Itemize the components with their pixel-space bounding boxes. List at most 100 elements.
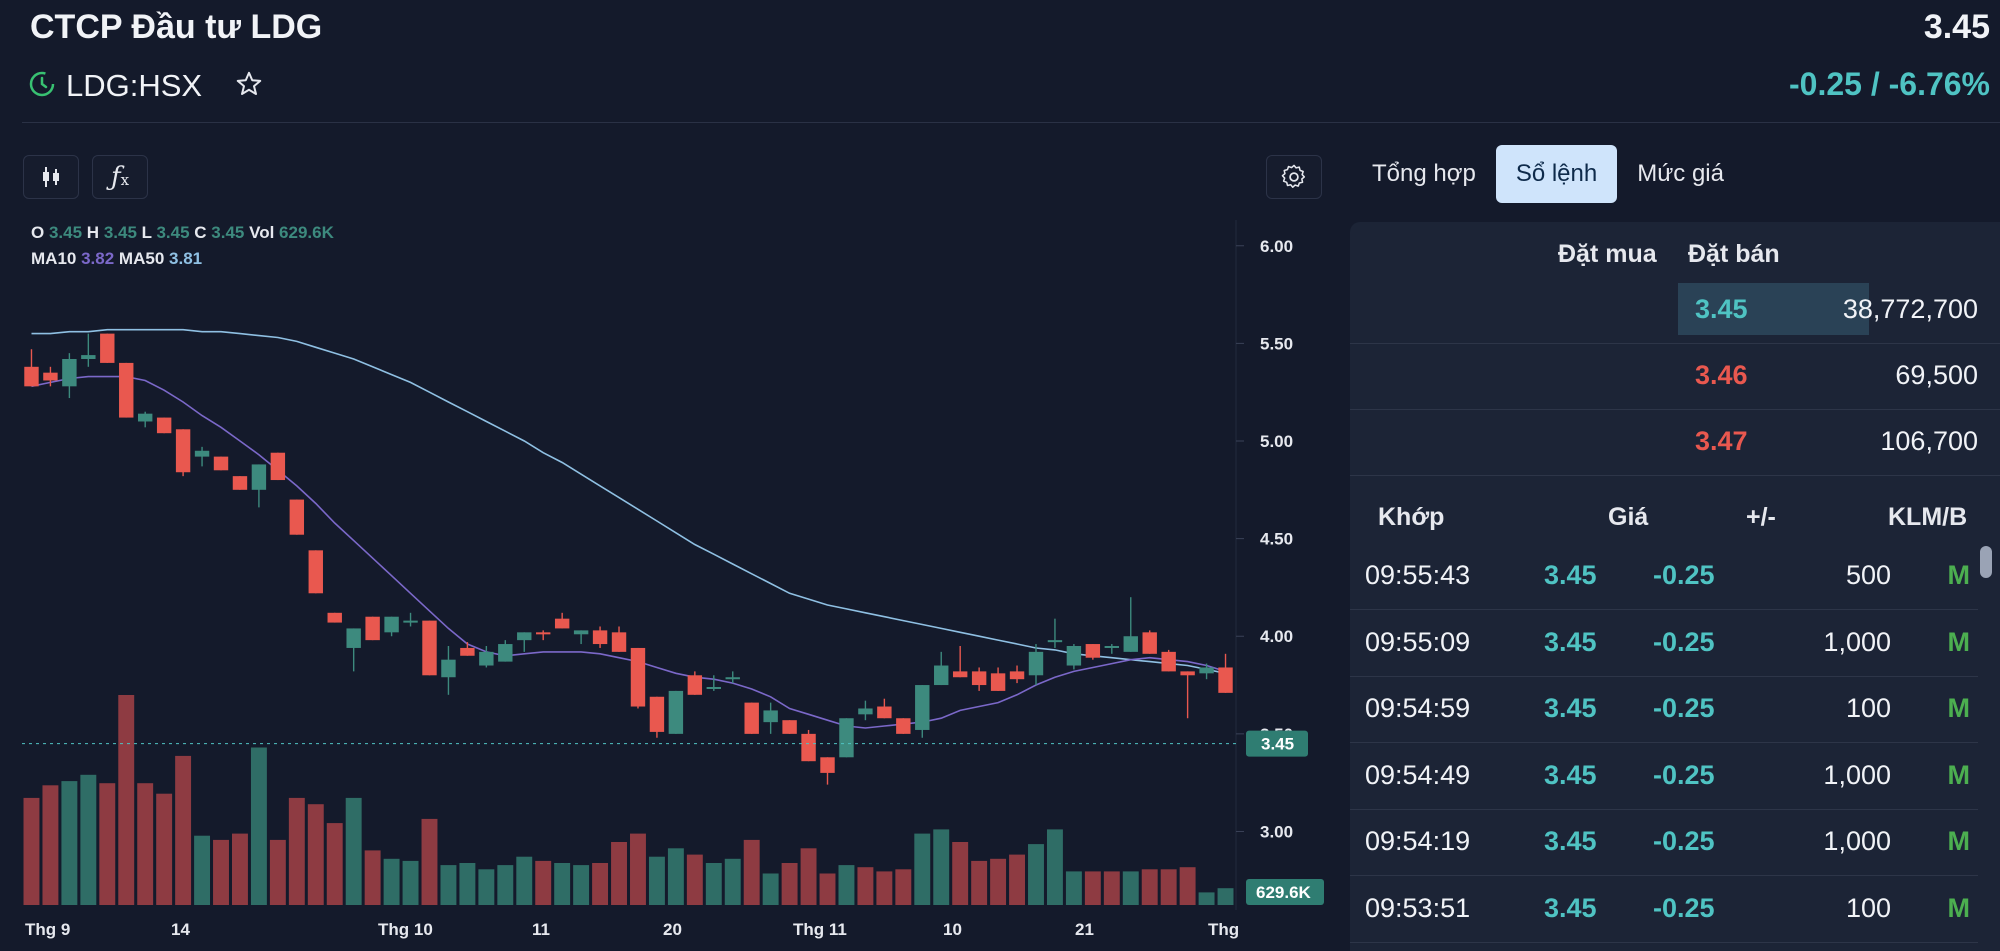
tab-tong-hop[interactable]: Tổng hợp xyxy=(1372,160,1476,187)
x-tick-label: Thg 10 xyxy=(378,920,433,939)
y-tick-label: 5.50 xyxy=(1260,334,1293,353)
candle-style-button[interactable] xyxy=(23,155,79,199)
tab-muc-gia[interactable]: Mức giá xyxy=(1637,160,1724,187)
volume-bar xyxy=(895,869,912,905)
x-tick-label: Thg 9 xyxy=(25,920,70,939)
x-tick-label: 21 xyxy=(1075,920,1094,939)
ticker-symbol: LDG:HSX xyxy=(66,68,203,103)
volume-bar xyxy=(648,856,665,905)
ask-row[interactable]: 3.46 69,500 xyxy=(1350,343,2000,410)
buy-header: Đặt mua xyxy=(1558,240,1657,268)
function-icon: ƒx xyxy=(110,162,130,192)
trade-change: -0.25 xyxy=(1653,826,1715,856)
candle-body xyxy=(1104,646,1120,648)
trade-price: 3.45 xyxy=(1544,826,1597,856)
volume-bar xyxy=(421,818,438,905)
tab-so-lenh[interactable]: Sổ lệnh xyxy=(1495,145,1618,203)
trade-row[interactable]: 09:54:59 3.45 -0.25 100 M xyxy=(1350,676,1978,743)
candle-body xyxy=(289,499,305,535)
volume-bar xyxy=(554,863,571,905)
volume-bar xyxy=(762,873,779,905)
volume-bar xyxy=(326,823,343,905)
y-tick-label: 5.00 xyxy=(1260,432,1293,451)
trade-volume: 1,000 xyxy=(1823,759,1891,790)
trade-change: -0.25 xyxy=(1653,693,1715,723)
candle-body xyxy=(460,647,475,656)
volume-bar xyxy=(307,804,324,905)
volume-bar xyxy=(1198,892,1215,905)
candle-body xyxy=(1142,632,1157,654)
x-tick-label: 20 xyxy=(663,920,682,939)
candle-body xyxy=(1199,667,1214,674)
volume-bar xyxy=(705,863,722,905)
volume-bar xyxy=(800,848,817,905)
volume-bar xyxy=(194,835,211,905)
trade-price: 3.45 xyxy=(1544,892,1597,923)
candle-body xyxy=(611,632,627,652)
last-volume-label: 629.6K xyxy=(1256,883,1312,902)
sell-header: Đặt bán xyxy=(1688,240,1780,268)
candle-body xyxy=(1218,667,1233,693)
candle-body xyxy=(820,757,835,773)
trade-row[interactable]: 09:55:43 3.45 -0.25 500 M xyxy=(1350,543,1978,610)
candle-body xyxy=(346,628,361,648)
candle-body xyxy=(782,720,797,734)
volume-bar xyxy=(630,833,646,905)
candle-body xyxy=(554,618,570,629)
ask-row[interactable]: 3.47 106,700 xyxy=(1350,409,2000,476)
star-icon[interactable] xyxy=(234,69,264,104)
candle-body xyxy=(365,616,380,641)
trade-row[interactable]: 09:53:51 3.45 -0.25 100 M xyxy=(1350,876,1978,943)
candle-body xyxy=(119,362,134,418)
trade-volume: 100 xyxy=(1845,892,1891,923)
volume-bar xyxy=(42,785,59,905)
volume-bar xyxy=(99,783,116,905)
col-change: +/- xyxy=(1746,503,1776,531)
trade-row[interactable]: 09:54:19 3.45 -0.25 1,000 M xyxy=(1350,809,1978,876)
candle-body xyxy=(896,718,911,734)
panel-tabs: Tổng hợp Sổ lệnh Mức giá xyxy=(1352,145,1744,203)
trade-change: -0.25 xyxy=(1653,759,1715,790)
trades-scrollbar[interactable] xyxy=(1980,546,1992,578)
trade-row[interactable]: 09:54:49 3.45 -0.25 1,000 M xyxy=(1350,743,1978,810)
indicators-button[interactable]: ƒx xyxy=(92,155,148,199)
price-change: -0.25 / -6.76% xyxy=(1789,66,1990,102)
volume-bar xyxy=(592,863,609,905)
trade-side: M xyxy=(1947,693,1971,723)
price-chart[interactable]: 6.005.505.004.504.003.503.003.45629.6KTh… xyxy=(0,210,1325,951)
candle-body xyxy=(327,612,342,623)
volume-bar xyxy=(402,860,419,905)
volume-bar xyxy=(232,833,248,905)
candle-body xyxy=(441,659,456,678)
volume-bar xyxy=(838,865,855,905)
candle-body xyxy=(1009,671,1025,680)
ask-volume: 38,772,700 xyxy=(1842,294,1978,324)
ohlc-legend: O 3.45 H 3.45 L 3.45 C 3.45 Vol 629.6K M… xyxy=(31,223,334,268)
trade-side: M xyxy=(1947,892,1971,923)
candle-body xyxy=(498,644,513,662)
company-name: CTCP Đầu tư LDG xyxy=(30,8,323,46)
trade-row[interactable]: 09:55:09 3.45 -0.25 1,000 M xyxy=(1350,610,1978,677)
volume-bar xyxy=(23,797,40,905)
candle-body xyxy=(763,710,778,723)
x-tick-label: 14 xyxy=(171,920,190,939)
ask-row[interactable]: 3.45 38,772,700 xyxy=(1350,277,2000,344)
volume-bar xyxy=(288,797,305,905)
candle-body xyxy=(687,675,703,695)
volume-bar xyxy=(933,829,950,905)
ask-volume: 106,700 xyxy=(1880,426,1978,456)
candle-body xyxy=(403,620,418,623)
chart-settings-button[interactable] xyxy=(1266,155,1322,199)
candle-body xyxy=(308,550,323,594)
candle-body xyxy=(1180,671,1195,676)
ask-price: 3.47 xyxy=(1695,426,1748,456)
volume-bar xyxy=(497,865,514,905)
trade-time: 09:53:51 xyxy=(1365,892,1471,923)
volume-bar xyxy=(250,747,267,905)
volume-bar xyxy=(1103,871,1120,905)
x-tick-label: 11 xyxy=(532,920,550,939)
candle-body xyxy=(232,476,248,490)
trade-volume: 1,000 xyxy=(1823,826,1891,856)
volume-bar xyxy=(1065,871,1082,905)
candle-body xyxy=(536,632,551,635)
